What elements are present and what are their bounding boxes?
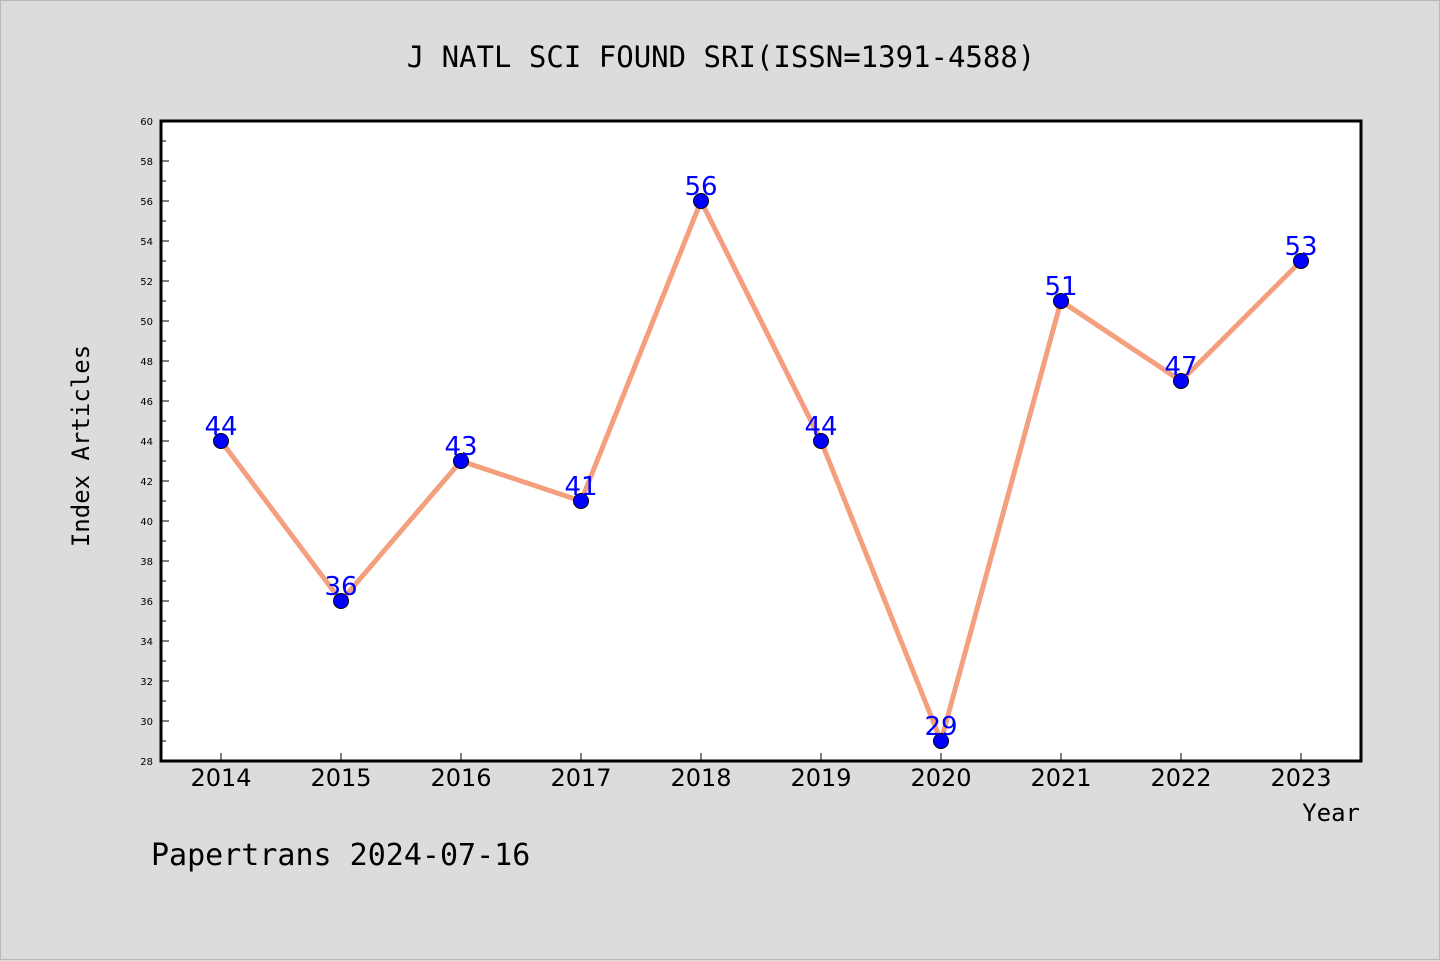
x-tick-label: 2021 bbox=[1030, 764, 1091, 792]
data-label: 51 bbox=[1044, 272, 1077, 302]
y-tick-label: 54 bbox=[140, 237, 153, 248]
footer-credit: Papertrans 2024-07-16 bbox=[151, 838, 530, 873]
x-tick-label: 2014 bbox=[190, 764, 251, 792]
y-tick-label: 50 bbox=[140, 317, 153, 328]
data-point bbox=[333, 593, 349, 609]
data-point bbox=[813, 433, 829, 449]
x-tick-label: 2017 bbox=[550, 764, 611, 792]
y-tick-label: 56 bbox=[140, 197, 153, 208]
y-tick-label: 34 bbox=[140, 637, 153, 648]
plot-frame bbox=[159, 119, 1363, 763]
data-point bbox=[1173, 373, 1189, 389]
data-point bbox=[213, 433, 229, 449]
y-tick-label: 40 bbox=[140, 517, 153, 528]
plot-area bbox=[161, 121, 1361, 761]
data-label: 29 bbox=[924, 712, 957, 742]
data-label: 36 bbox=[324, 572, 357, 602]
y-tick-label: 46 bbox=[140, 397, 153, 408]
y-tick-label: 52 bbox=[140, 277, 153, 288]
y-tick-label: 48 bbox=[140, 357, 153, 368]
data-label: 44 bbox=[204, 412, 237, 442]
y-tick-label: 30 bbox=[140, 717, 153, 728]
data-label: 56 bbox=[684, 172, 717, 202]
x-tick-label: 2022 bbox=[1150, 764, 1211, 792]
y-tick-label: 36 bbox=[140, 597, 153, 608]
y-tick-label: 32 bbox=[140, 677, 153, 688]
y-tick-label: 28 bbox=[140, 757, 153, 768]
data-point bbox=[453, 453, 469, 469]
x-tick-label: 2019 bbox=[790, 764, 851, 792]
series-line bbox=[219, 198, 1303, 744]
series-points-group bbox=[213, 193, 1309, 749]
x-axis-ticks: 2014 2015 2016 2017 2018 2019 2020 2021 2022 2023 bbox=[190, 753, 1332, 792]
x-tick-label: 2015 bbox=[310, 764, 371, 792]
data-label: 43 bbox=[444, 432, 477, 462]
data-point bbox=[933, 733, 949, 749]
data-label: 47 bbox=[1164, 352, 1197, 382]
y-tick-label: 42 bbox=[140, 477, 153, 488]
data-point bbox=[1293, 253, 1309, 269]
x-tick-label: 2016 bbox=[430, 764, 491, 792]
data-point bbox=[693, 193, 709, 209]
data-label: 53 bbox=[1284, 232, 1317, 262]
y-tick-label: 60 bbox=[140, 117, 153, 128]
data-labels-group: 44 36 43 41 56 44 29 51 47 53 bbox=[204, 172, 1317, 742]
x-axis-label: Year bbox=[1302, 799, 1360, 827]
y-tick-label: 44 bbox=[140, 437, 153, 448]
y-axis-label: Index Articles bbox=[67, 345, 95, 547]
series-line-group bbox=[219, 198, 1303, 744]
data-label: 41 bbox=[564, 472, 597, 502]
x-tick-label: 2020 bbox=[910, 764, 971, 792]
chart-title: J NATL SCI FOUND SRI(ISSN=1391-4588) bbox=[407, 40, 1036, 74]
x-tick-label: 2023 bbox=[1270, 764, 1331, 792]
data-point bbox=[573, 493, 589, 509]
y-tick-label: 38 bbox=[140, 557, 153, 568]
data-label: 44 bbox=[804, 412, 837, 442]
x-tick-label: 2018 bbox=[670, 764, 731, 792]
y-tick-label: 58 bbox=[140, 157, 153, 168]
data-point bbox=[1053, 293, 1069, 309]
